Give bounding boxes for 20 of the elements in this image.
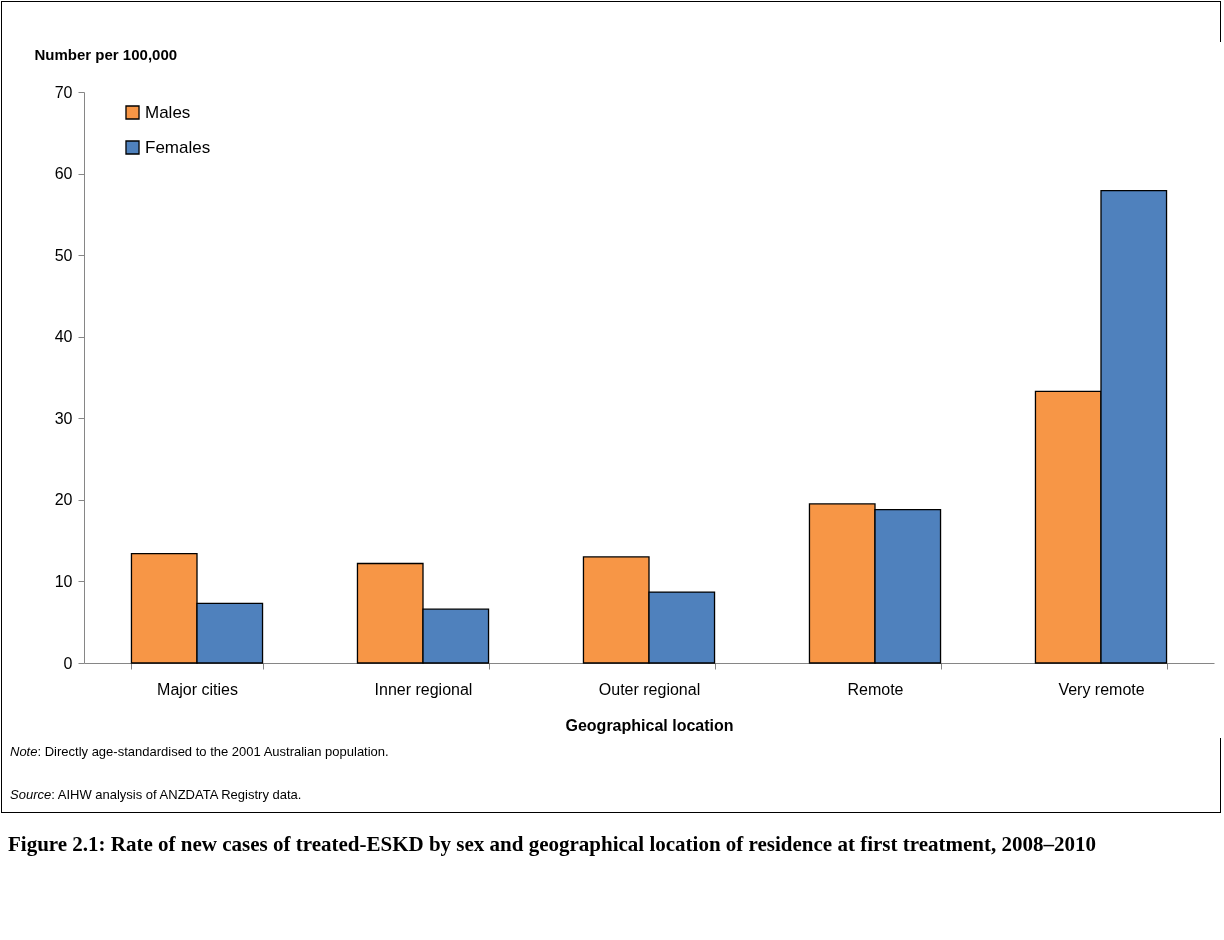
source-note: Source: AIHW analysis of ANZDATA Registry data. <box>10 787 303 803</box>
y-tick-label: 20 <box>54 491 73 509</box>
legend-label: Males <box>145 102 191 122</box>
x-tick-label: Outer regional <box>598 680 701 698</box>
x-tick-label: Major cities <box>157 680 238 698</box>
y-axis-title: Number per 100,000 <box>34 45 178 63</box>
x-tick-label: Inner regional <box>374 680 473 698</box>
y-tick-label: 50 <box>54 246 73 264</box>
x-tick-label: Remote <box>847 680 904 698</box>
y-tick-label: 40 <box>54 328 73 346</box>
y-tick-label: 70 <box>54 83 73 101</box>
legend-label: Females <box>145 137 211 157</box>
text: Figure 2.1: Rate of new cases of treated-ESKD by sex and geographical location of residence at first treatment, 2008–2010 <box>8 831 1097 858</box>
y-tick-label: 30 <box>54 409 73 427</box>
x-axis-title: Geographical location <box>565 716 734 734</box>
y-tick-label: 60 <box>54 165 73 183</box>
y-tick-label: 0 <box>63 654 73 672</box>
x-tick-label: Very remote <box>1058 680 1145 698</box>
text: Note: Directly age-standardised to the 2001 Australian population. <box>10 744 390 760</box>
y-tick-label: 10 <box>54 572 73 590</box>
